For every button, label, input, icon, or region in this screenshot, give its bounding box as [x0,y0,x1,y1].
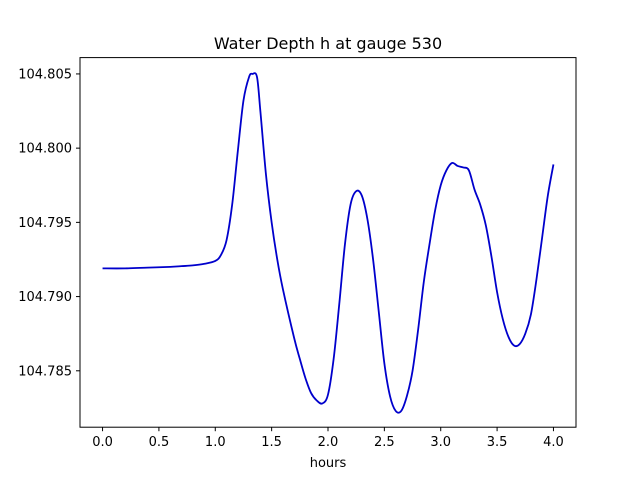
x-tick-label: 2.5 [374,435,395,450]
y-tick-label: 104.790 [18,290,72,305]
x-tick-label: 1.5 [261,435,282,450]
x-tick-label: 2.0 [318,435,339,450]
x-tick-label: 3.5 [487,435,508,450]
axes-frame [79,57,577,428]
x-axis: 0.0 0.5 1.0 1.5 2.0 2.5 3.0 3.5 4.0 [92,427,564,450]
y-tick-label: 104.785 [18,364,72,379]
chart-title: Water Depth h at gauge 530 [214,34,442,53]
x-axis-label: hours [310,456,347,471]
x-tick-label: 3.0 [430,435,451,450]
x-tick-label: 0.5 [149,435,170,450]
x-tick-label: 0.0 [92,435,113,450]
plot-area [79,57,577,428]
x-tick-label: 1.0 [205,435,226,450]
y-tick-label: 104.795 [18,216,72,231]
x-tick-label: 4.0 [543,435,564,450]
y-axis: 104.785 104.790 104.795 104.800 104.805 [18,67,80,379]
y-tick-label: 104.805 [18,67,72,82]
y-tick-label: 104.800 [18,142,72,157]
series-line [102,72,555,414]
